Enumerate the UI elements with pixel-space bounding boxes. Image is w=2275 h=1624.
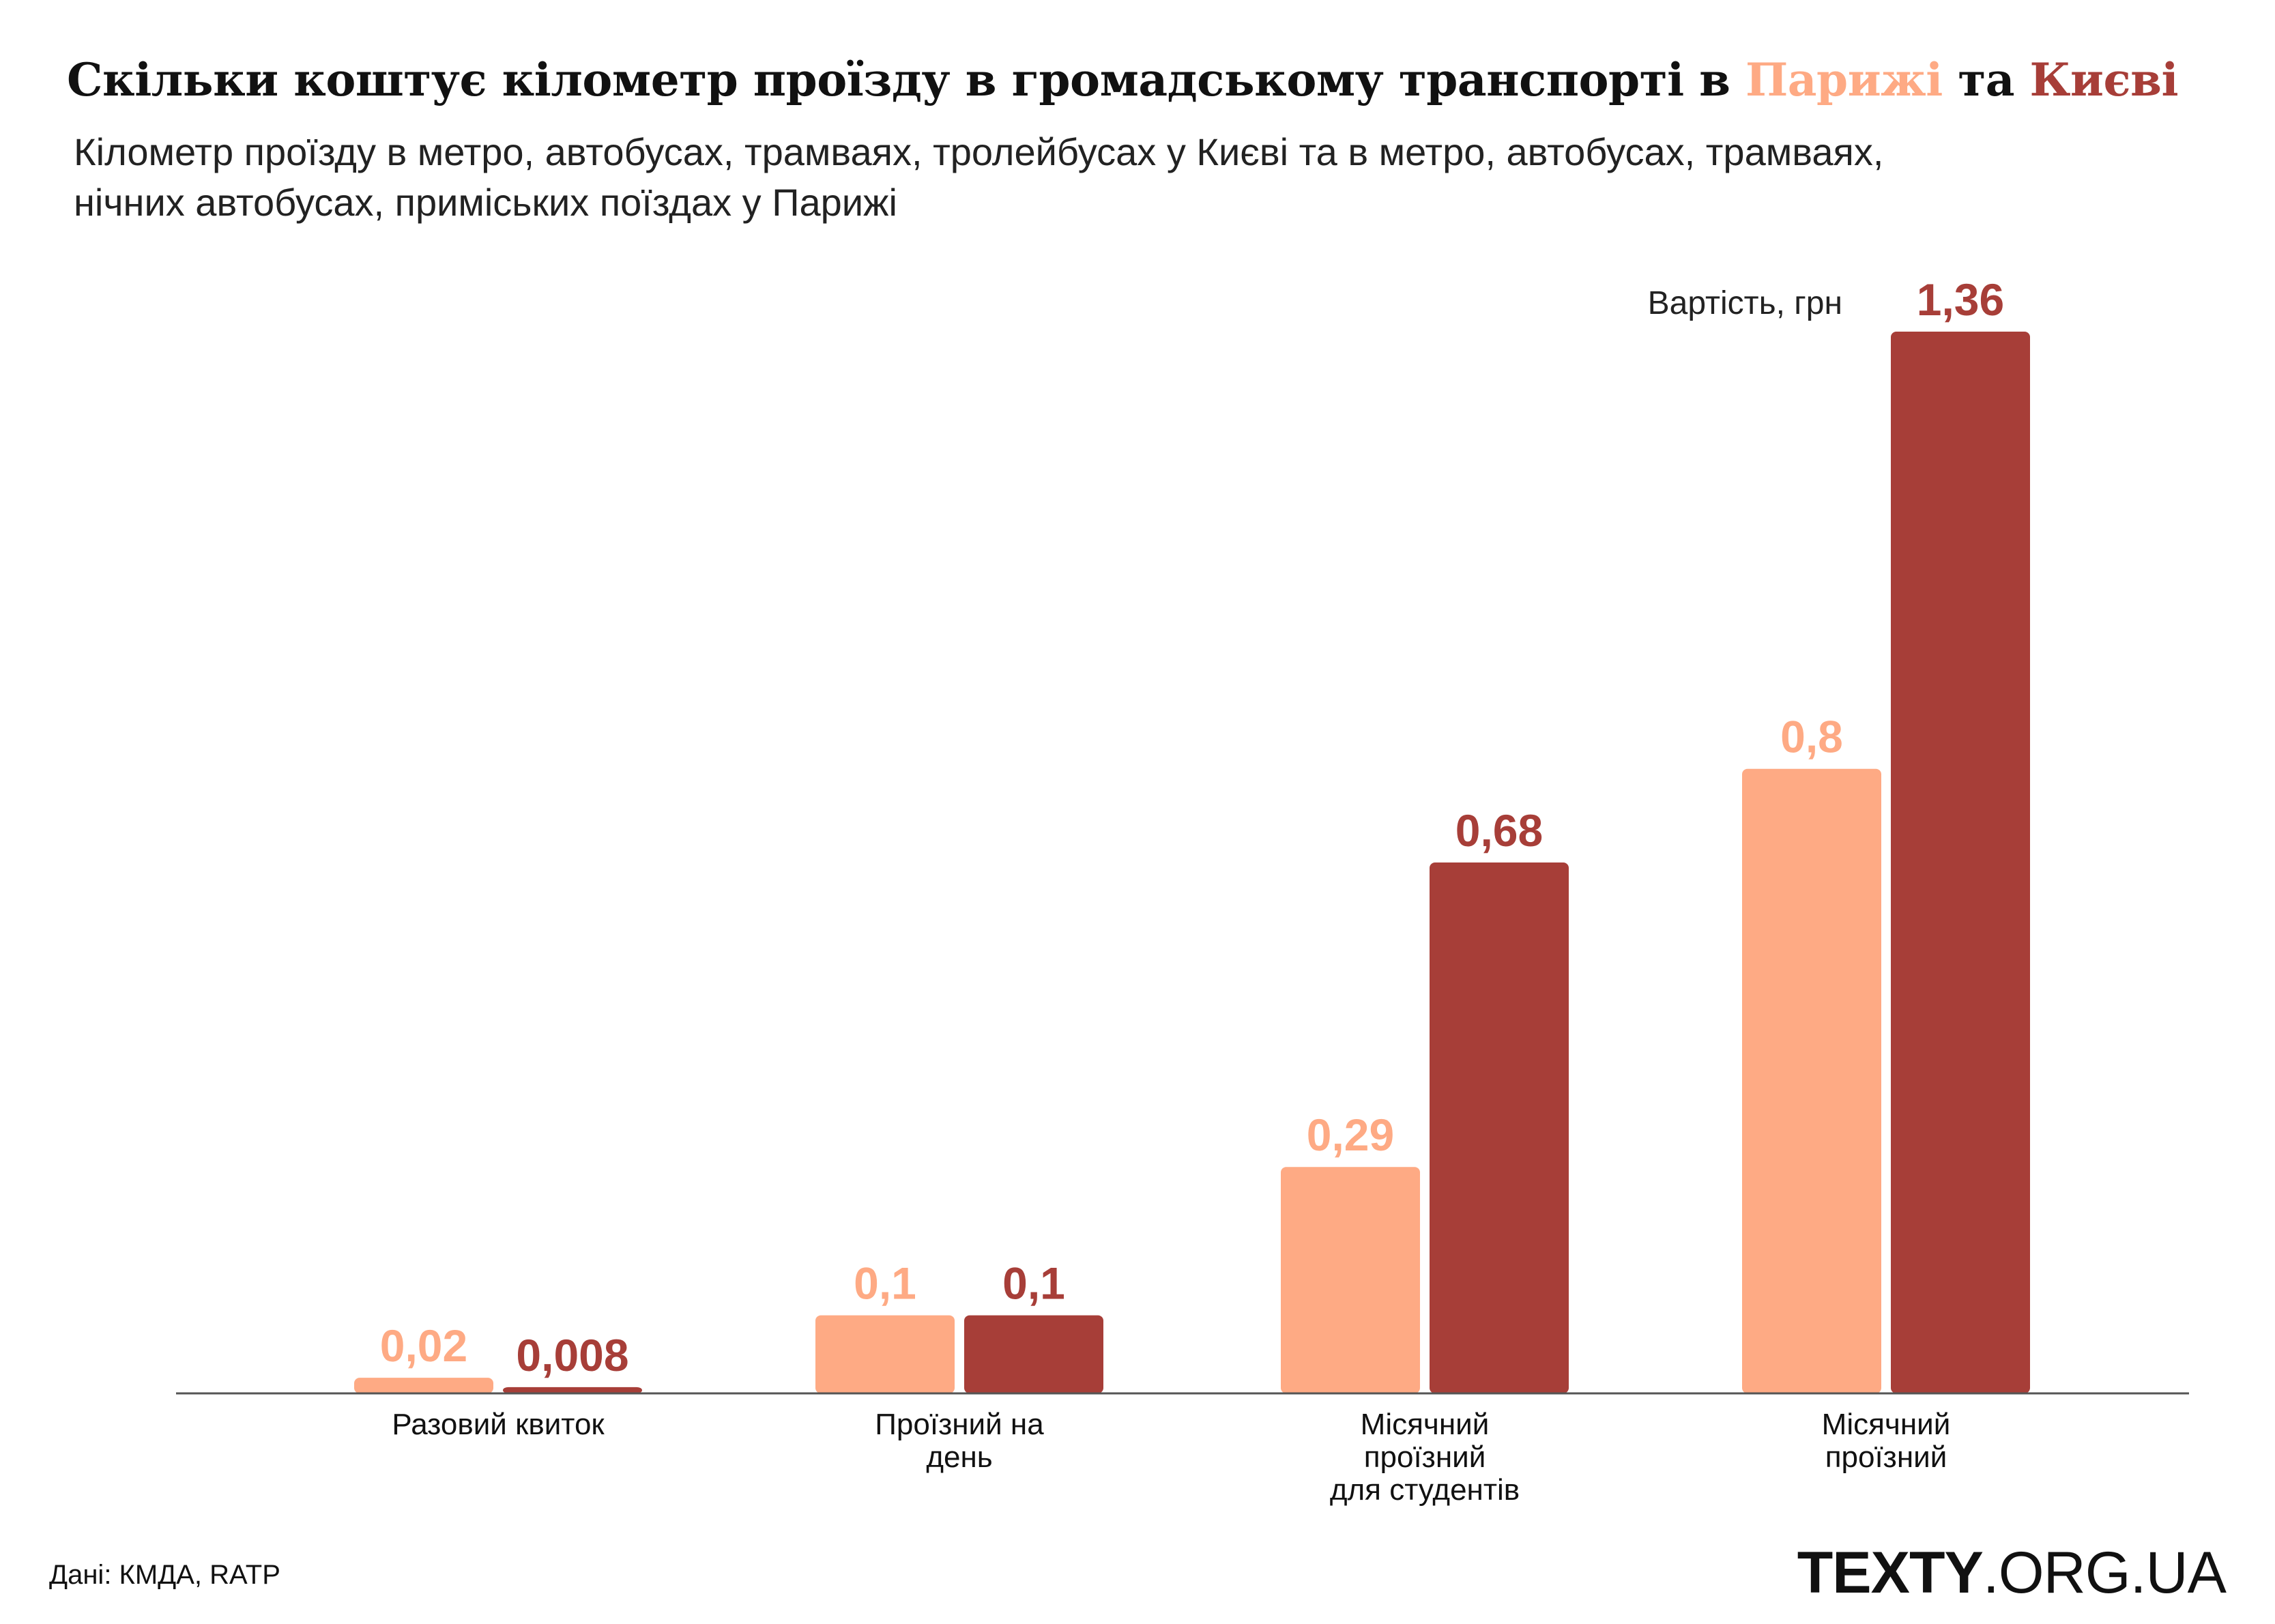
category-label-1-1: день	[926, 1440, 992, 1474]
category-label-2-1: проїзний	[1364, 1440, 1486, 1474]
category-label-3-0: Місячний	[1822, 1408, 1951, 1441]
chart-title: Скільки коштує кілометр проїзду в громад…	[67, 53, 2179, 106]
value-label-paris-2: 0,29	[1307, 1110, 1394, 1160]
value-label-paris-3: 0,8	[1780, 712, 1843, 762]
subtitle-line-1: Кілометр проїзду в метро, автобусах, тра…	[74, 130, 1884, 173]
title-kyiv: Києві	[2029, 53, 2179, 106]
data-source: Дані: КМДА, RATP	[49, 1560, 280, 1590]
category-label-2-0: Місячний	[1361, 1408, 1490, 1441]
value-label-kyiv-2: 0,68	[1455, 805, 1543, 856]
logo-rest: .ORG.UA	[1982, 1540, 2227, 1606]
bar-paris-3	[1742, 768, 1881, 1393]
subtitle-line-2: нічних автобусах, приміських поїздах у П…	[74, 181, 897, 224]
title-prefix: Скільки коштує кілометр проїзду в громад…	[67, 53, 1745, 106]
bar-kyiv-0	[503, 1387, 642, 1393]
value-label-kyiv-1: 0,1	[1002, 1258, 1065, 1309]
bar-kyiv-1	[964, 1315, 1103, 1393]
category-label-2-2: для студентів	[1330, 1473, 1520, 1507]
y-axis-label: Вартість, грн	[1648, 285, 1842, 321]
value-label-paris-0: 0,02	[380, 1320, 467, 1371]
bar-paris-1	[815, 1315, 955, 1393]
title-paris: Парижі	[1745, 53, 1943, 106]
value-label-paris-1: 0,1	[854, 1258, 916, 1309]
category-label-3-1: проїзний	[1825, 1440, 1947, 1474]
chart-subtitle: Кілометр проїзду в метро, автобусах, тра…	[74, 127, 2155, 228]
texty-logo: TEXTY.ORG.UA	[1797, 1539, 2227, 1607]
bar-kyiv-3	[1891, 332, 2030, 1393]
bar-paris-0	[354, 1378, 493, 1393]
logo-bold: TEXTY	[1797, 1540, 1984, 1606]
category-label-1-0: Проїзний на	[875, 1408, 1044, 1441]
bar-kyiv-2	[1430, 862, 1569, 1393]
bar-paris-2	[1281, 1167, 1420, 1393]
value-label-kyiv-0: 0,008	[516, 1330, 628, 1380]
category-label-0-0: Разовий квиток	[392, 1408, 605, 1441]
title-middle: та	[1942, 53, 2030, 106]
value-label-kyiv-3: 1,36	[1917, 274, 2004, 325]
